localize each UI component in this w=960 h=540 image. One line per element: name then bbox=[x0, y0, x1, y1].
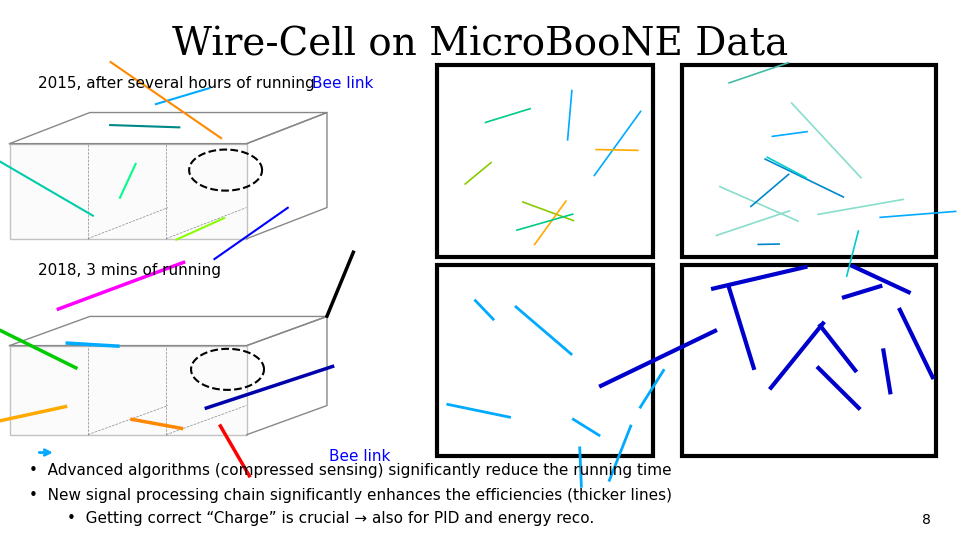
Bar bbox=[682, 65, 936, 256]
Text: 8: 8 bbox=[923, 512, 931, 526]
Text: Wire-Cell on MicroBooNE Data: Wire-Cell on MicroBooNE Data bbox=[172, 27, 788, 64]
Text: •  Getting correct “Charge” is crucial → also for PID and energy reco.: • Getting correct “Charge” is crucial → … bbox=[67, 511, 594, 526]
Text: 2015, after several hours of running: 2015, after several hours of running bbox=[38, 76, 315, 91]
Text: •  New signal processing chain significantly enhances the efficiencies (thicker : • New signal processing chain significan… bbox=[29, 488, 672, 503]
Bar bbox=[10, 346, 247, 435]
Text: Bee link: Bee link bbox=[312, 76, 373, 91]
Text: Bee link: Bee link bbox=[329, 449, 391, 464]
Bar bbox=[682, 265, 936, 456]
Bar bbox=[437, 65, 653, 256]
Text: 2018, 3 mins of running: 2018, 3 mins of running bbox=[38, 262, 222, 278]
Bar bbox=[10, 144, 247, 239]
Text: •  Advanced algorithms (compressed sensing) significantly reduce the running tim: • Advanced algorithms (compressed sensin… bbox=[29, 463, 671, 478]
Bar bbox=[437, 265, 653, 456]
